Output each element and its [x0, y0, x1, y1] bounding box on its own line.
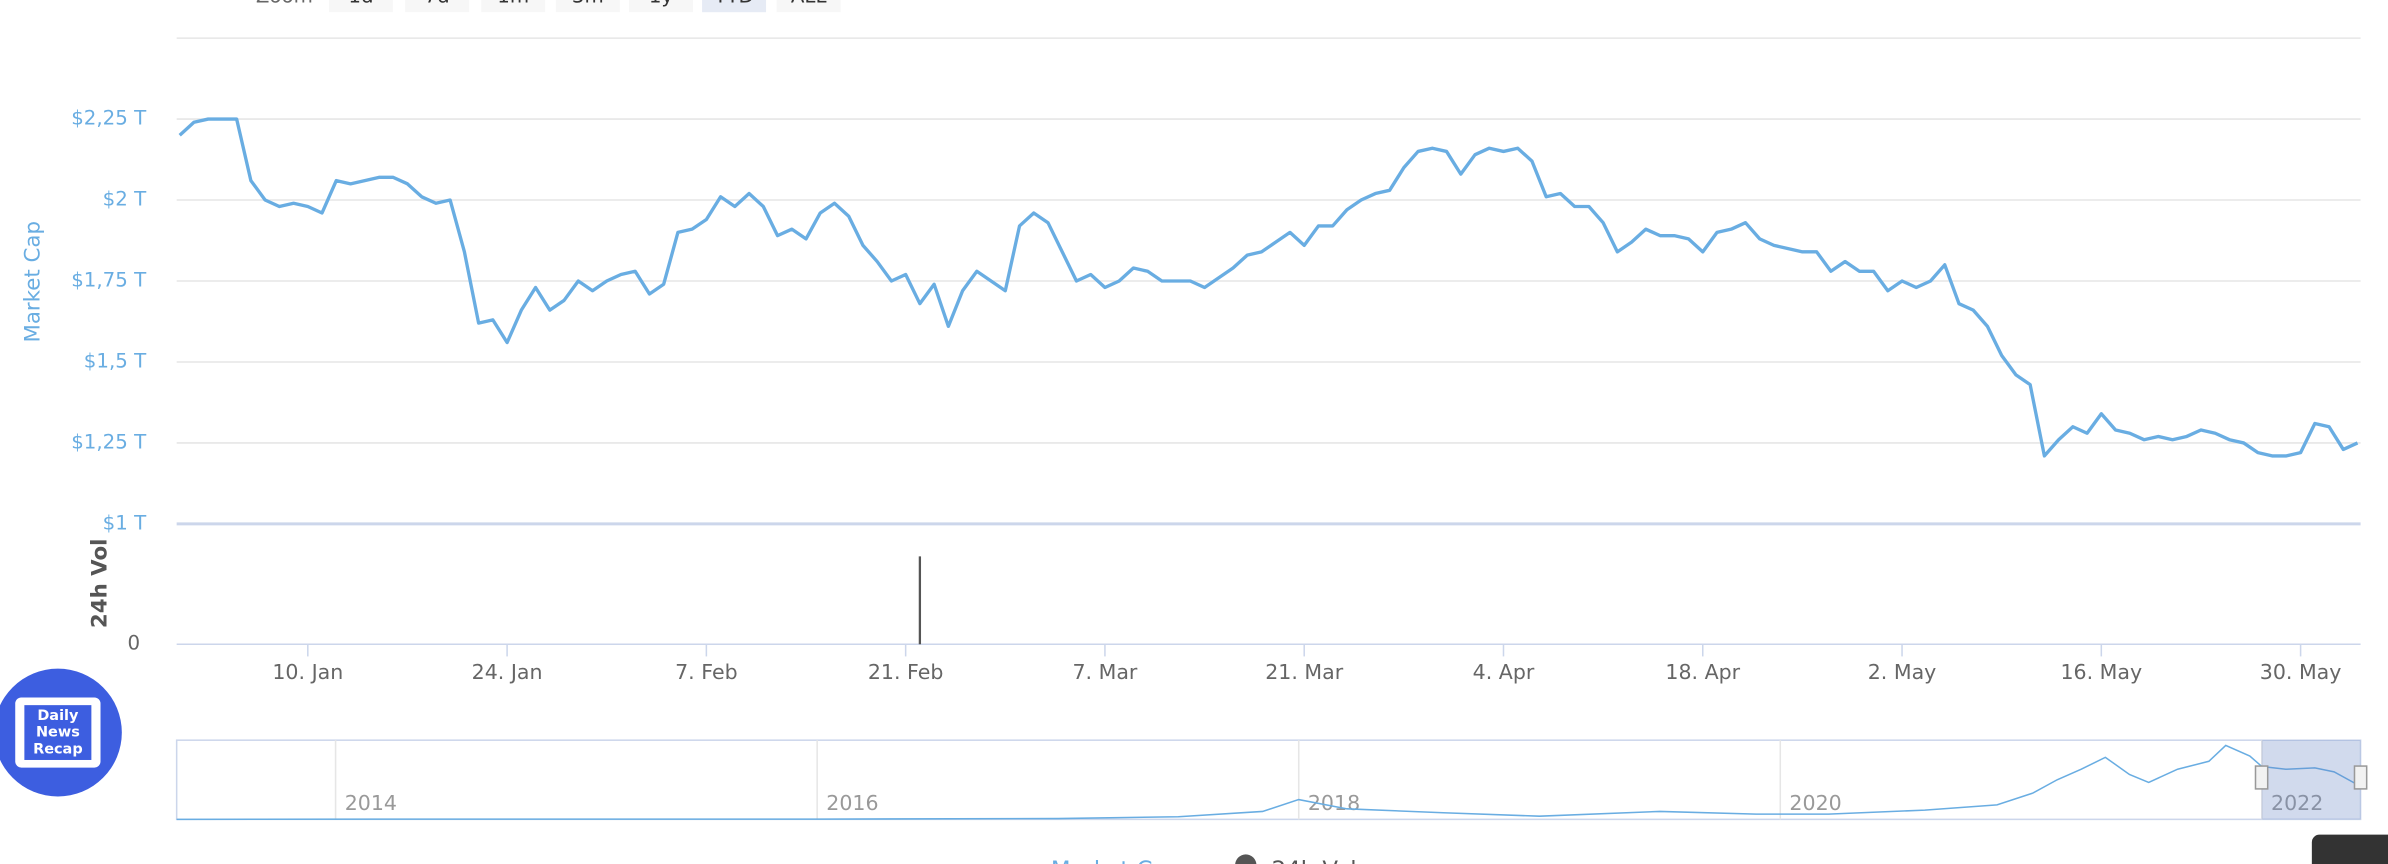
- x-tick-label: 21. Mar: [1265, 660, 1344, 684]
- logo-text: Recap: [33, 741, 83, 757]
- market-cap-line: [178, 117, 2359, 458]
- range-button[interactable]: [328, 0, 393, 13]
- range-button[interactable]: [481, 0, 546, 13]
- range-button[interactable]: [702, 0, 767, 13]
- range-button-label: 7d: [425, 0, 450, 7]
- range-button[interactable]: [776, 0, 841, 13]
- navigator-tick-label: 2020: [1789, 791, 1841, 815]
- y-tick-label: $1,25 T: [71, 430, 147, 453]
- legend-marker: [1235, 854, 1257, 864]
- y-tick-label: $1 T: [103, 511, 147, 534]
- y-tick-label: $2 T: [103, 188, 147, 211]
- range-button[interactable]: [405, 0, 470, 13]
- legend-label[interactable]: 24h Vol: [1272, 858, 1357, 864]
- x-tick-label: 18. Apr: [1665, 660, 1740, 684]
- x-tick-label: 16. May: [2060, 660, 2142, 684]
- corner-button[interactable]: [2311, 834, 2388, 864]
- navigator-frame: [175, 739, 2362, 821]
- range-button-label: ALL: [791, 0, 827, 7]
- range-button[interactable]: [628, 0, 693, 13]
- logo-screen: [24, 705, 92, 760]
- range-button-label: YTD: [713, 0, 753, 7]
- navigator-handle[interactable]: [2353, 765, 2368, 790]
- x-tick-label: 7. Feb: [675, 660, 738, 684]
- x-tick-label: 10. Jan: [272, 660, 343, 684]
- y2-tick-label: 0: [128, 632, 141, 655]
- y-axis-title: Market Cap: [21, 221, 46, 343]
- navigator-tick-label: 2016: [826, 791, 878, 815]
- navigator-tick-label: 2014: [345, 791, 397, 815]
- range-button-label: 1d: [348, 0, 373, 7]
- y-tick-label: $2,25 T: [71, 107, 147, 130]
- range-button[interactable]: [555, 0, 620, 13]
- x-tick-label: 7. Mar: [1072, 660, 1137, 684]
- legend-label[interactable]: Market Cap: [1051, 858, 1181, 864]
- range-button-label: 1y: [649, 0, 674, 7]
- logo-text: Daily: [37, 708, 79, 724]
- zoom-label: Zoom: [256, 0, 313, 7]
- navigator-handle[interactable]: [2254, 765, 2269, 790]
- navigator-selection[interactable]: [2261, 740, 2361, 820]
- x-tick-label: 24. Jan: [472, 660, 543, 684]
- x-tick-label: 2. May: [1868, 660, 1937, 684]
- range-button-label: 1m: [497, 0, 529, 7]
- logo[interactable]: Daily News Recap: [0, 668, 122, 797]
- range-button-label: 3m: [572, 0, 604, 7]
- x-tick-label: 4. Apr: [1473, 660, 1535, 684]
- y-tick-label: $1,75 T: [71, 268, 147, 291]
- navigator-line: [176, 744, 2361, 821]
- logo-text: News: [36, 725, 80, 741]
- y-tick-label: $1,5 T: [84, 349, 147, 372]
- x-tick-label: 21. Feb: [868, 660, 944, 684]
- navigator-tick-label: 2022: [2271, 791, 2323, 815]
- x-tick-label: 30. May: [2260, 660, 2342, 684]
- y2-axis-title: 24h Vol: [88, 539, 113, 629]
